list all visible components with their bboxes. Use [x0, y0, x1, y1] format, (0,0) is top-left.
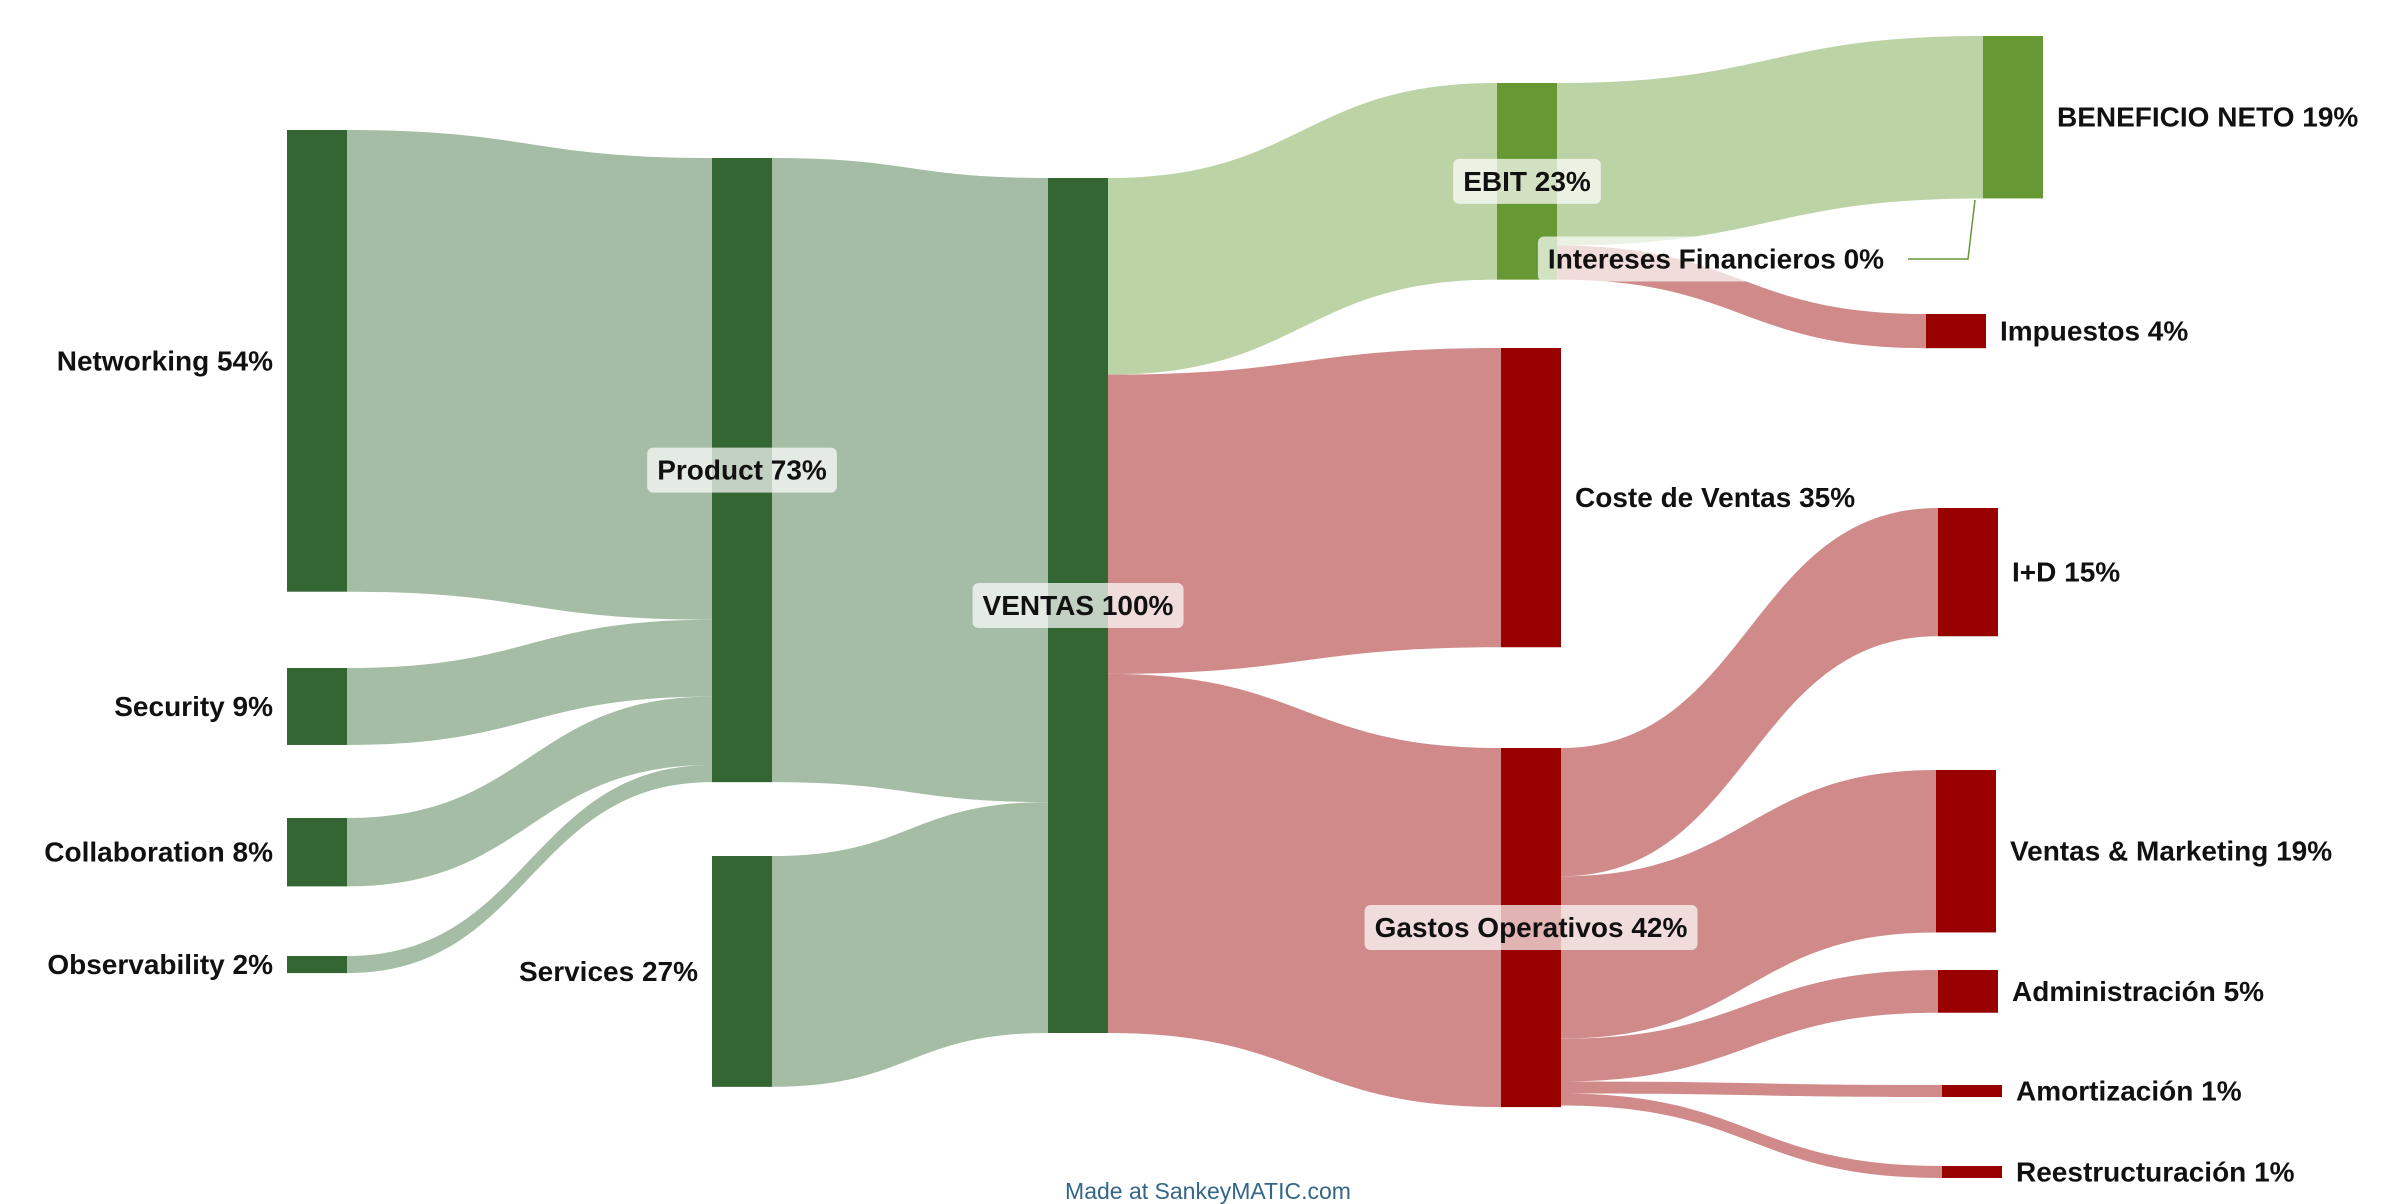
node-observability[interactable]: [287, 956, 347, 974]
connector-intereses: [1908, 199, 1976, 260]
node-amort[interactable]: [1942, 1085, 2002, 1097]
label-product: Product 73%: [657, 455, 827, 486]
label-admin: Administración 5%: [2012, 976, 2264, 1007]
label-amort: Amortización 1%: [2016, 1076, 2242, 1107]
flow-gastos-to-amort[interactable]: [1561, 1081, 1942, 1097]
label-vm: Ventas & Marketing 19%: [2010, 836, 2332, 867]
credit-text[interactable]: Made at SankeyMATIC.com: [1065, 1178, 1351, 1204]
label-gastos: Gastos Operativos 42%: [1375, 912, 1688, 943]
label-ebit: EBIT 23%: [1463, 166, 1591, 197]
node-id[interactable]: [1938, 508, 1998, 637]
node-beneficio[interactable]: [1983, 36, 2043, 199]
node-restr[interactable]: [1942, 1166, 2002, 1178]
node-collaboration[interactable]: [287, 818, 347, 887]
label-bg-product: [647, 447, 837, 493]
label-restr: Reestructuración 1%: [2016, 1157, 2295, 1188]
node-services[interactable]: [712, 856, 772, 1087]
flow-product-to-ventas[interactable]: [772, 158, 1048, 803]
flow-gastos-to-id[interactable]: [1561, 508, 1938, 877]
label-observability: Observability 2%: [47, 949, 273, 980]
node-vm[interactable]: [1936, 770, 1996, 933]
flow-services-to-ventas[interactable]: [772, 802, 1048, 1087]
node-impuestos[interactable]: [1926, 314, 1986, 349]
label-coste: Coste de Ventas 35%: [1575, 482, 1855, 513]
flow-ventas-to-gastos[interactable]: [1108, 673, 1501, 1108]
label-intereses: Intereses Financieros 0%: [1548, 244, 1884, 275]
labels-layer: Networking 54% Security 9% Collaboration 8…: [44, 102, 2358, 1188]
flow-gastos-to-vm[interactable]: [1561, 770, 1936, 1039]
label-id: I+D 15%: [2012, 557, 2120, 588]
label-bg-ventas: [972, 583, 1184, 628]
node-networking[interactable]: [287, 130, 347, 592]
flow-gastos-to-restr[interactable]: [1561, 1093, 1942, 1178]
label-bg-ebit: [1453, 158, 1601, 204]
flow-collaboration-to-product[interactable]: [347, 696, 712, 887]
node-admin[interactable]: [1938, 970, 1998, 1013]
flow-ventas-to-coste[interactable]: [1108, 348, 1501, 674]
label-collaboration: Collaboration 8%: [44, 837, 273, 868]
node-security[interactable]: [287, 668, 347, 745]
flow-ebit-to-beneficio[interactable]: [1557, 36, 1983, 246]
label-services: Services 27%: [519, 956, 698, 987]
label-bg-gastos: [1364, 905, 1698, 951]
node-coste[interactable]: [1501, 348, 1561, 648]
label-networking: Networking 54%: [57, 345, 273, 376]
label-beneficio: BENEFICIO NETO 19%: [2057, 102, 2358, 133]
flow-gastos-to-admin[interactable]: [1561, 970, 1938, 1082]
label-security: Security 9%: [114, 691, 273, 722]
flow-security-to-product[interactable]: [347, 619, 712, 745]
flow-observability-to-product[interactable]: [347, 765, 712, 974]
label-ventas: VENTAS 100%: [983, 590, 1174, 621]
flow-networking-to-product[interactable]: [347, 130, 712, 620]
label-impuestos: Impuestos 4%: [2000, 316, 2188, 347]
label-bg-intereses: [1537, 236, 1895, 282]
flow-ventas-to-ebit[interactable]: [1108, 83, 1497, 375]
